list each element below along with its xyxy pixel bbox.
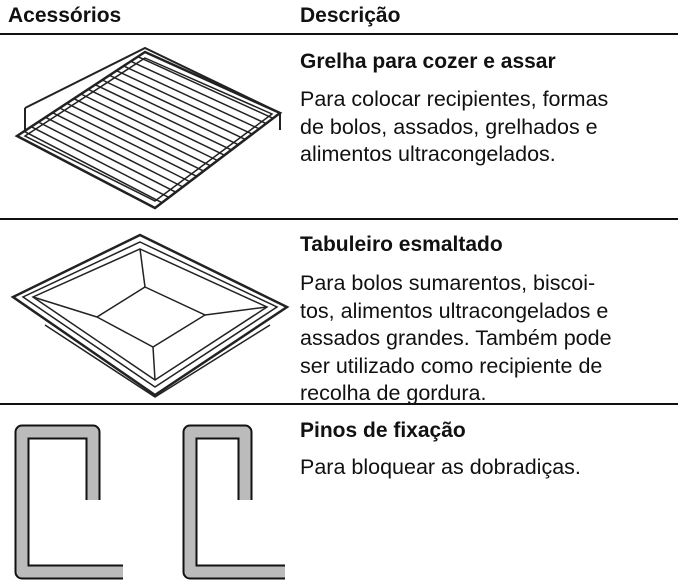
- rack-wire: [116, 69, 253, 135]
- rack-wire: [59, 107, 198, 178]
- pins-illustration: [14, 424, 285, 580]
- rack-wire: [45, 116, 184, 188]
- rule: [0, 403, 678, 405]
- item-description: Para bloquear as dobradiças.: [300, 454, 581, 482]
- rack-wire: [123, 65, 260, 130]
- rule: [0, 218, 678, 220]
- description-line: alimentos ultracongelados.: [300, 142, 556, 166]
- rack-wire: [30, 125, 170, 199]
- tray-illustration: [10, 233, 290, 398]
- item-title: Grelha para cozer e assar: [300, 50, 556, 73]
- rule: [0, 33, 678, 35]
- description-line: Para bloquear as dobradiças.: [300, 455, 581, 479]
- column-header: Acessórios: [8, 4, 122, 27]
- item-description: Para colocar recipientes, formas de bolos…: [300, 86, 608, 169]
- description-line: tos, alimentos ultracongelados e: [300, 298, 609, 323]
- rack-illustration: [14, 46, 283, 210]
- rack-wire: [37, 121, 177, 193]
- rack-wire: [102, 79, 239, 146]
- description-line: Para bolos sumarentos, biscoi-: [300, 271, 596, 295]
- rack-wire: [52, 111, 191, 183]
- description-line: assados grandes. Também pode: [300, 326, 612, 350]
- rack-wire: [73, 97, 211, 167]
- item-title: Pinos de fixação: [300, 419, 466, 442]
- description-line: de bolos, assados, grelhados e: [300, 114, 598, 139]
- description-line: ser utilizado como recipiente de: [300, 353, 603, 378]
- rack-wire: [87, 88, 225, 156]
- rack-wire: [80, 93, 218, 162]
- rack-wire: [94, 83, 232, 151]
- rack-wire: [23, 130, 163, 204]
- item-title: Tabuleiro esmaltado: [300, 233, 503, 256]
- rack-wire: [109, 74, 246, 141]
- item-description: Para bolos sumarentos, biscoi-tos, alime…: [300, 270, 612, 408]
- rack-wire: [130, 60, 267, 125]
- rack-wire: [137, 55, 274, 119]
- rack-wire: [66, 102, 204, 172]
- description-line: Para colocar recipientes, formas: [300, 87, 609, 111]
- description-line: recolha de gordura.: [300, 381, 487, 405]
- column-header: Descrição: [300, 4, 401, 27]
